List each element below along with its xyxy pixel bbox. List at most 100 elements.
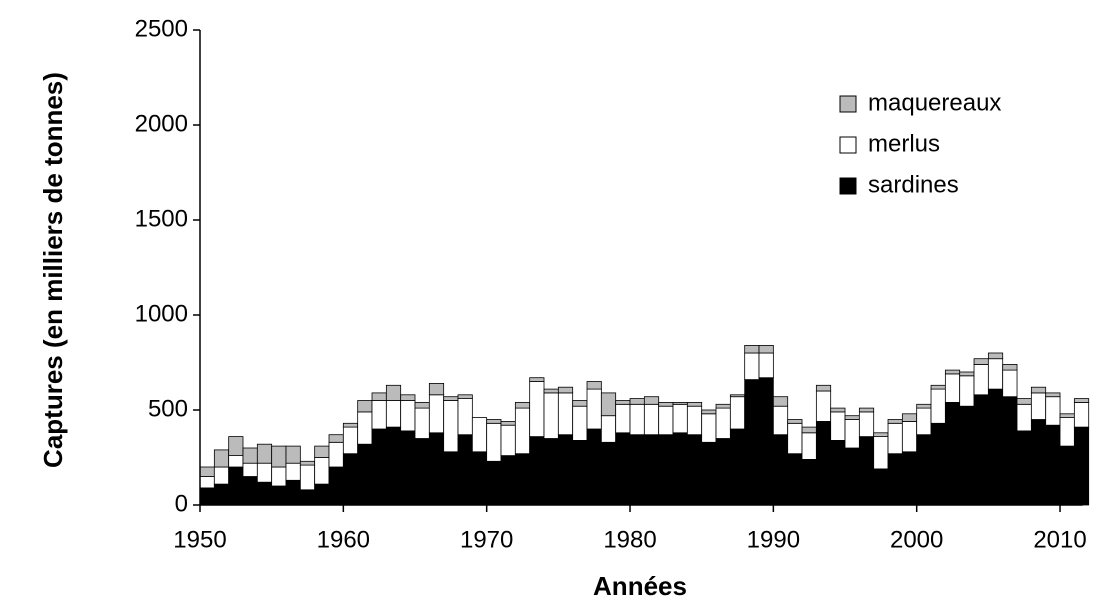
- bar-segment: [543, 438, 559, 506]
- bar-segment: [973, 358, 989, 365]
- bar-segment: [213, 466, 230, 485]
- x-tick-label: 1970: [460, 526, 513, 553]
- bar-segment: [500, 455, 516, 506]
- bar-segment: [471, 451, 488, 506]
- bar-segment: [600, 392, 617, 417]
- bar-segment: [285, 445, 301, 464]
- bar-segment: [815, 420, 832, 506]
- bar-segment: [643, 396, 660, 405]
- bar-segment: [686, 401, 703, 407]
- bar-segment: [543, 392, 559, 439]
- bar-segment: [514, 401, 531, 409]
- bar-segment: [572, 400, 588, 407]
- y-tick-label: 1500: [135, 205, 188, 232]
- bar-segment: [930, 422, 946, 506]
- bar-segment: [357, 411, 373, 445]
- bar-segment: [328, 434, 344, 443]
- bar-segment: [672, 432, 688, 506]
- bar-segment: [457, 434, 473, 506]
- bar-segment: [256, 462, 273, 483]
- bar-segment: [801, 458, 817, 506]
- bar-segment: [357, 443, 373, 506]
- bar-segment: [916, 407, 932, 436]
- bar-segment: [299, 489, 316, 506]
- x-tick-label: 2000: [890, 526, 943, 553]
- bar-segment: [1045, 392, 1061, 398]
- bar-segment: [758, 344, 774, 354]
- bar-segment: [1073, 401, 1090, 428]
- bar-segment: [414, 407, 430, 439]
- bar-segment: [944, 369, 961, 375]
- bar-segment: [959, 405, 975, 506]
- bar-segment: [385, 384, 402, 401]
- bar-segment: [443, 451, 459, 506]
- bar-segment: [887, 419, 903, 424]
- bar-segment: [371, 428, 387, 506]
- bar-segment: [285, 479, 301, 506]
- legend-swatch: [839, 95, 857, 113]
- bar-segment: [858, 407, 875, 413]
- bar-segment: [686, 434, 703, 506]
- bar-segment: [887, 422, 903, 455]
- bar-segment: [228, 455, 244, 468]
- bar-segment: [686, 405, 703, 436]
- bar-segment: [844, 415, 860, 420]
- y-axis-label: Captures (en milliers de tonnes): [38, 72, 68, 468]
- bar-segment: [658, 401, 674, 407]
- bar-segment: [787, 419, 803, 424]
- bar-segment: [987, 358, 1004, 390]
- bar-segment: [729, 394, 746, 398]
- x-tick-label: 1980: [603, 526, 656, 553]
- bar-segment: [744, 379, 760, 506]
- bar-segment: [930, 384, 946, 390]
- legend-label: maquereaux: [868, 89, 1001, 116]
- bar-segment: [1016, 398, 1032, 405]
- bar-segment: [514, 407, 531, 455]
- bar-segment: [1016, 403, 1032, 432]
- bar-segment: [1030, 419, 1047, 506]
- bar-segment: [615, 400, 631, 405]
- bar-segment: [901, 413, 918, 422]
- bar-segment: [256, 443, 273, 464]
- bar-segment: [228, 436, 244, 457]
- bar-segment: [529, 381, 545, 437]
- bar-segment: [428, 382, 445, 396]
- y-tick-label: 2500: [135, 15, 188, 42]
- bar-segment: [400, 400, 416, 432]
- bar-segment: [1073, 398, 1090, 403]
- bar-segment: [772, 405, 789, 436]
- bar-segment: [500, 424, 516, 457]
- bar-segment: [543, 388, 559, 394]
- bar-segment: [959, 371, 975, 377]
- bar-segment: [1073, 426, 1090, 506]
- bar-segment: [701, 441, 717, 506]
- bar-segment: [400, 430, 416, 506]
- bar-segment: [629, 398, 645, 405]
- x-axis-label: Années: [593, 571, 687, 601]
- bar-segment: [615, 403, 631, 434]
- bar-segment: [873, 468, 889, 506]
- bar-segment: [385, 400, 402, 428]
- legend-swatch: [839, 136, 857, 154]
- bar-segment: [830, 411, 846, 441]
- bar-segment: [228, 466, 244, 506]
- bar-segment: [944, 401, 961, 506]
- bar-segment: [299, 464, 316, 491]
- bar-segment: [715, 407, 731, 439]
- bar-segment: [572, 439, 588, 506]
- bar-segment: [242, 462, 258, 477]
- bar-segment: [342, 426, 359, 455]
- bar-segment: [1030, 386, 1047, 394]
- bar-segment: [1016, 430, 1032, 506]
- bar-segment: [1002, 363, 1018, 371]
- bar-segment: [1045, 424, 1061, 506]
- bar-segment: [213, 483, 230, 506]
- bar-segment: [916, 434, 932, 506]
- bar-segment: [801, 432, 817, 460]
- bar-segment: [744, 344, 760, 354]
- bar-segment: [314, 457, 330, 485]
- bar-segment: [715, 438, 731, 506]
- legend-label: merlus: [868, 130, 940, 157]
- bar-segment: [328, 441, 344, 468]
